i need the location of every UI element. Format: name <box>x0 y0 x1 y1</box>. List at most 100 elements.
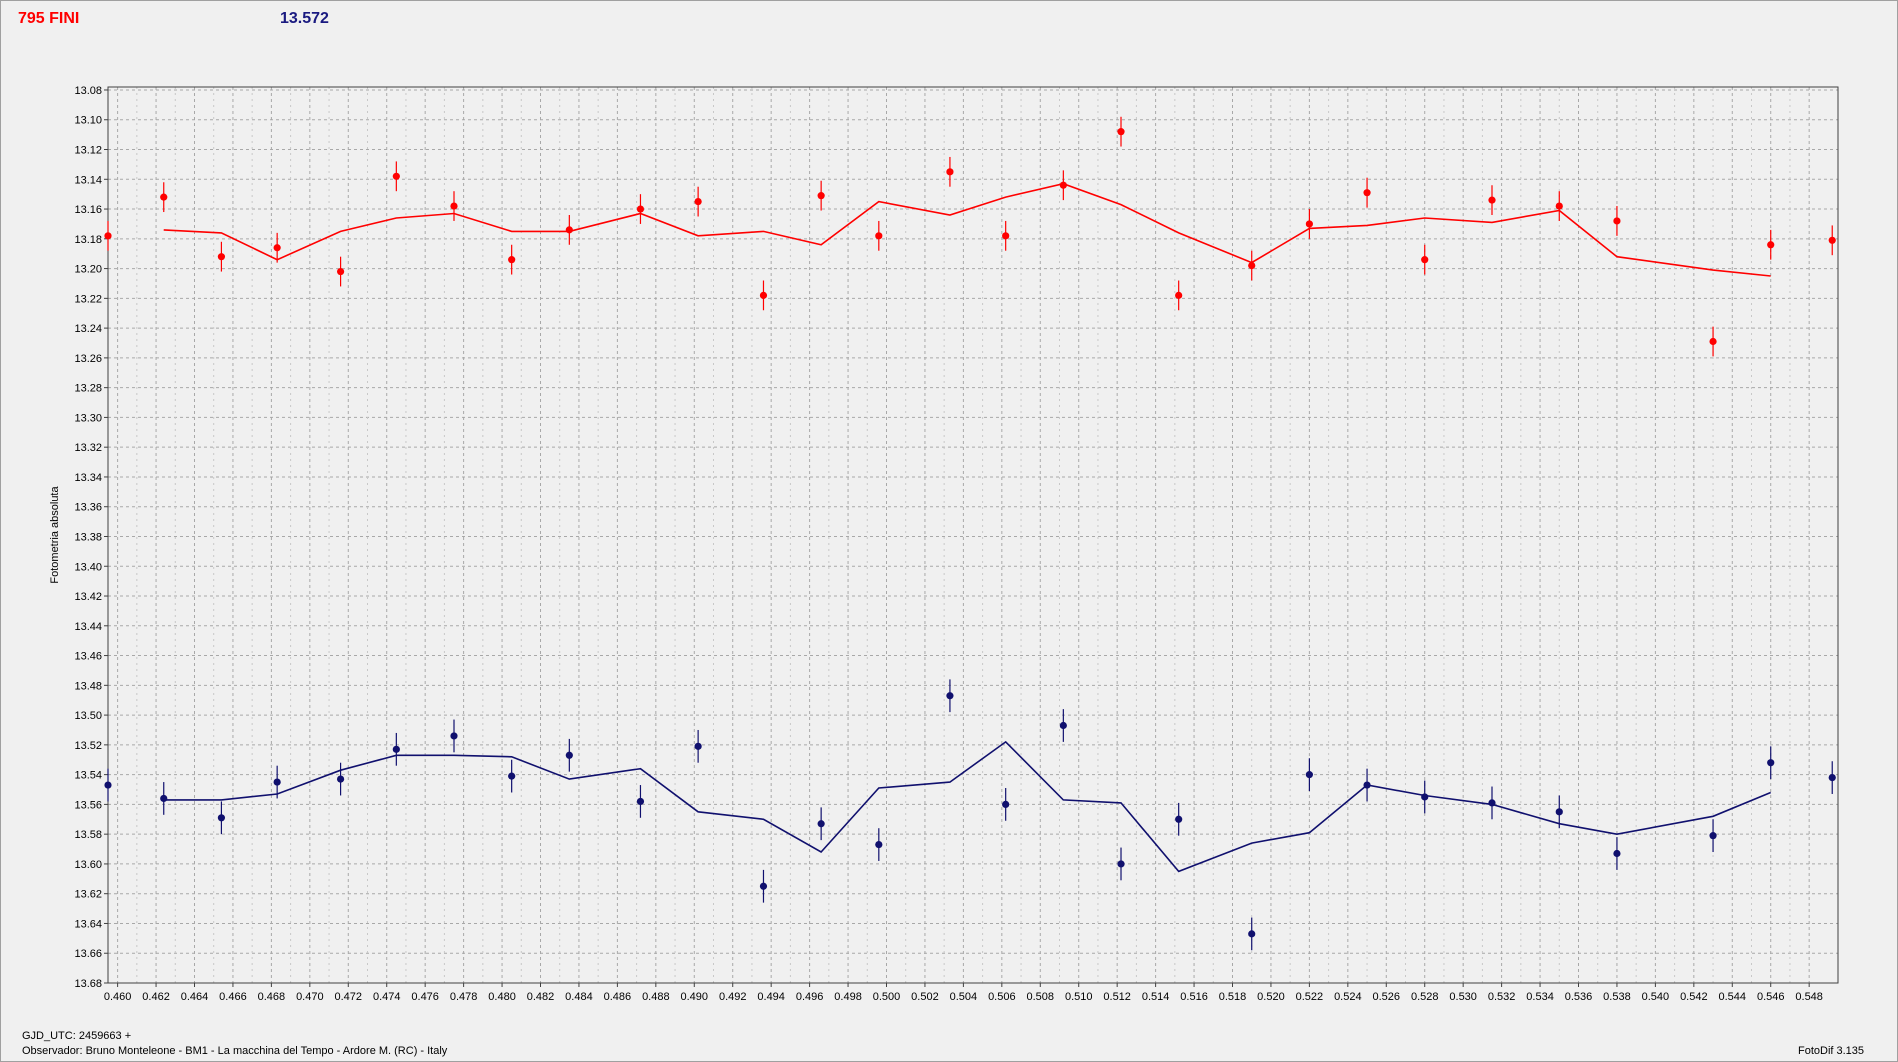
x-tick-label: 0.534 <box>1526 991 1554 1003</box>
x-tick-label: 0.520 <box>1257 991 1285 1003</box>
x-tick-label: 0.490 <box>681 991 709 1003</box>
data-point <box>1828 236 1836 244</box>
x-tick-label: 0.542 <box>1680 991 1708 1003</box>
data-point <box>336 775 345 783</box>
data-point <box>160 794 168 803</box>
y-tick-label: 13.48 <box>74 680 102 692</box>
data-point <box>1709 832 1717 840</box>
x-tick-label: 0.530 <box>1449 991 1477 1003</box>
object-title: 795 FINI <box>18 10 80 27</box>
data-point <box>273 244 281 252</box>
x-tick-label: 0.466 <box>219 991 247 1003</box>
x-tick-label: 0.544 <box>1719 991 1747 1003</box>
x-tick-label: 0.462 <box>142 991 170 1003</box>
data-point <box>104 232 112 240</box>
x-tick-label: 0.464 <box>181 991 209 1003</box>
gjd-label: GJD_UTC: 2459663 + <box>22 1030 132 1042</box>
data-point <box>875 840 883 849</box>
data-point <box>946 168 954 176</box>
data-point <box>759 882 768 890</box>
y-tick-label: 13.46 <box>74 651 102 663</box>
x-tick-label: 0.546 <box>1757 991 1785 1003</box>
data-point <box>1488 196 1496 204</box>
x-tick-label: 0.506 <box>988 991 1016 1003</box>
y-tick-label: 13.10 <box>74 115 102 127</box>
data-point <box>1363 189 1371 197</box>
data-point <box>392 172 400 180</box>
data-point <box>336 267 345 276</box>
y-tick-label: 13.52 <box>74 740 102 752</box>
x-tick-label: 0.488 <box>642 991 670 1003</box>
x-tick-label: 0.474 <box>373 991 401 1003</box>
data-point <box>1421 256 1429 264</box>
fit-layer <box>163 182 1772 873</box>
y-tick-label: 13.28 <box>74 383 102 395</box>
y-tick-label: 13.18 <box>74 234 102 246</box>
y-tick-label: 13.66 <box>74 948 102 960</box>
plot-border <box>107 86 1839 984</box>
x-tick-label: 0.486 <box>604 991 632 1003</box>
data-point <box>1175 291 1183 299</box>
grid-layer <box>108 87 1838 984</box>
y-tick-label: 13.36 <box>74 502 102 514</box>
y-tick-label: 13.20 <box>74 264 102 276</box>
data-point <box>1002 800 1010 808</box>
x-tick-label: 0.516 <box>1180 991 1208 1003</box>
points-layer <box>104 116 1836 951</box>
x-tick-label: 0.482 <box>527 991 555 1003</box>
x-tick-label: 0.508 <box>1027 991 1055 1003</box>
x-tick-label: 0.548 <box>1795 991 1823 1003</box>
x-tick-label: 0.472 <box>335 991 363 1003</box>
data-point <box>1117 860 1125 868</box>
data-point <box>1613 217 1621 225</box>
data-point <box>565 226 573 234</box>
data-point <box>1767 241 1775 249</box>
y-tick-label: 13.54 <box>74 770 102 782</box>
data-point <box>217 814 226 822</box>
x-tick-label: 0.502 <box>911 991 939 1003</box>
x-tick-label: 0.468 <box>258 991 286 1003</box>
y-tick-label: 13.24 <box>74 323 102 335</box>
x-tick-label: 0.494 <box>757 991 785 1003</box>
y-tick-label: 13.34 <box>74 472 102 484</box>
data-point <box>1555 202 1563 210</box>
data-point <box>636 205 645 213</box>
data-point <box>1767 759 1775 767</box>
data-point <box>1248 930 1256 938</box>
x-tick-label: 0.500 <box>873 991 901 1003</box>
data-point <box>1002 232 1010 240</box>
software-version: FotoDif 3.135 <box>1798 1045 1865 1057</box>
y-tick-label: 13.08 <box>74 85 102 97</box>
data-point <box>1059 181 1067 189</box>
x-tick-label: 0.484 <box>565 991 593 1003</box>
data-point <box>759 291 768 299</box>
fit-line-series-2 <box>163 740 1772 873</box>
y-tick-label: 13.22 <box>74 293 102 305</box>
data-point <box>1175 815 1183 823</box>
x-tick-label: 0.540 <box>1642 991 1670 1003</box>
fit-line-series-1 <box>163 182 1771 277</box>
y-tick-label: 13.38 <box>74 531 102 543</box>
data-point <box>875 232 883 240</box>
data-point <box>508 256 516 264</box>
data-point <box>273 778 281 786</box>
x-tick-label: 0.496 <box>796 991 824 1003</box>
x-tick-label: 0.480 <box>488 991 516 1003</box>
data-point <box>392 745 400 753</box>
y-tick-label: 13.14 <box>74 174 102 186</box>
data-point <box>1555 808 1563 816</box>
x-tick-label: 0.526 <box>1373 991 1401 1003</box>
data-point <box>1828 774 1836 782</box>
data-point <box>160 193 168 201</box>
data-point <box>1613 849 1621 858</box>
reference-magnitude: 13.572 <box>280 10 329 27</box>
data-point <box>946 692 954 700</box>
y-tick-label: 13.40 <box>74 561 102 573</box>
data-point <box>450 202 458 210</box>
y-tick-label: 13.60 <box>74 859 102 871</box>
x-tick-label: 0.538 <box>1603 991 1631 1003</box>
data-point <box>450 732 458 740</box>
data-point <box>217 253 226 261</box>
y-tick-label: 13.62 <box>74 889 102 901</box>
